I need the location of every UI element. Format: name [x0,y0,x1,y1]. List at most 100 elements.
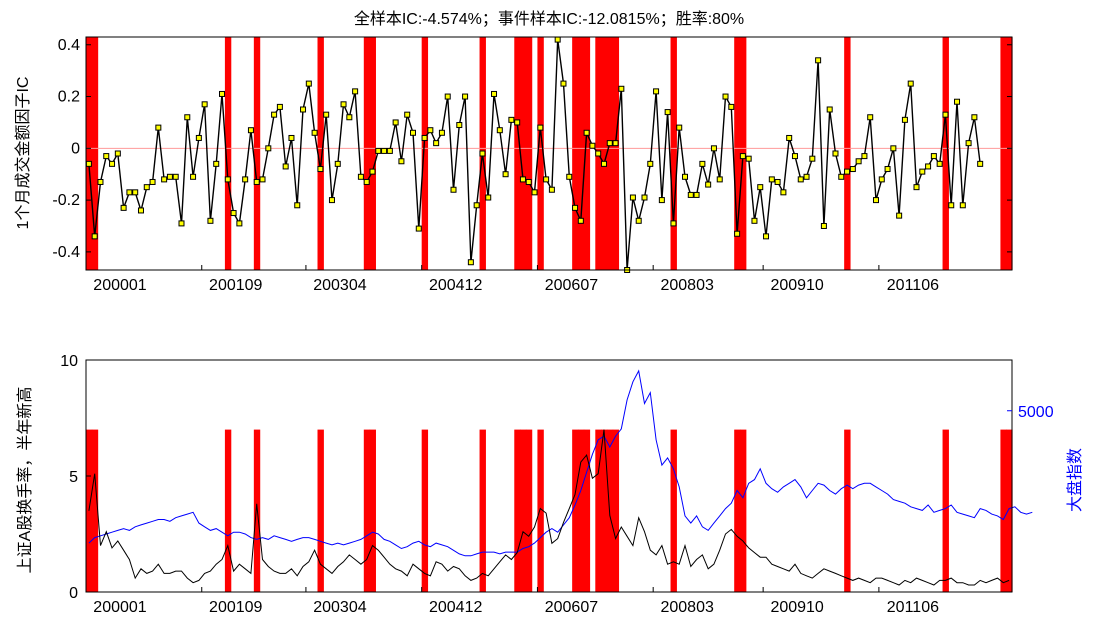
ic-point [716,176,723,183]
ic-point [942,111,949,118]
ic-point [427,127,434,134]
ic-point [334,160,341,167]
ic-point [375,147,382,154]
bottom-event-bar [520,429,527,592]
ic-point [143,184,150,191]
ic-point [867,114,874,121]
ic-point [965,140,972,147]
bottom-left-y-axis-label: 上证A股换手率，半年新高 [16,387,34,574]
ic-point [913,184,920,191]
ic-point [519,176,526,183]
ic-point [473,202,480,209]
ic-point [328,197,335,204]
bottom-left-y-tick-label: 10 [60,353,78,370]
ic-point [907,80,914,87]
ic-point [548,186,555,193]
ic-point [780,189,787,196]
ic-point [560,80,567,87]
ic-point [728,103,735,110]
bottom-event-bars [86,429,1013,592]
bottom-turnover-panel: 0 5 10 5000 200001 200109 200304 200412 200607… [16,353,1084,616]
bottom-x-tick-label: 200001 [93,599,146,616]
bottom-event-bar [224,429,232,592]
bottom-event-bar [606,429,614,592]
ic-point [219,90,226,97]
bottom-x-tick-label: 201106 [887,599,939,616]
top-x-tick-label: 200109 [209,277,262,294]
top-event-bar [421,37,429,270]
ic-point [381,147,388,154]
bottom-left-y-tick-label: 0 [69,585,78,602]
ic-point [178,220,185,227]
bottom-event-bar [1006,429,1013,592]
ic-point [155,124,162,131]
top-x-tick-label: 200412 [429,277,482,294]
ic-point [126,189,133,196]
ic-point [705,181,712,188]
ic-point [751,217,758,224]
ic-point [722,93,729,100]
bottom-event-bar [734,429,741,592]
ic-point [276,103,283,110]
bottom-x-tick-label: 200803 [660,599,713,616]
ic-point [525,178,532,185]
top-x-ticks: 200001 200109 200304 200412 200607 200803 2009… [85,265,939,294]
top-event-bar [734,37,741,270]
ic-point [340,101,347,108]
ic-point [872,197,879,204]
ic-point [404,111,411,118]
ic-point [670,220,677,227]
ic-point [184,114,191,121]
ic-point [861,153,868,160]
top-x-tick-label: 200607 [545,277,598,294]
bottom-right-y-tick-label: 5000 [1018,404,1054,421]
ic-point [832,150,839,157]
top-event-bar [86,37,93,270]
top-y-tick-label: 0.2 [58,89,80,106]
ic-point [676,124,683,131]
ic-point [415,225,422,232]
top-event-bar [844,37,851,270]
bottom-event-bar [363,429,371,592]
ic-point [201,101,208,108]
ic-point [398,158,405,165]
ic-point [485,194,492,201]
bottom-x-ticks: 200001 200109 200304 200412 200607 200803 2009… [85,587,939,616]
ic-point [763,233,770,240]
ic-point [919,168,926,175]
top-event-bar [317,37,324,270]
ic-point [444,93,451,100]
ic-point [305,80,312,87]
bottom-event-bar [844,429,851,592]
ic-point [543,176,550,183]
ic-point [392,119,399,126]
bottom-event-bar [942,429,949,592]
top-ic-panel: 0.4 0.2 0 -0.2 -0.4 200001 200109 200304 200412… [14,10,1013,294]
ic-point [409,129,416,136]
ic-point [583,129,590,136]
ic-point [878,176,885,183]
bottom-right-y-ticks: 5000 [1007,404,1054,421]
ic-point [786,134,793,141]
top-x-tick-label: 201106 [887,277,939,294]
bottom-event-bar [583,429,591,592]
bottom-x-tick-label: 200109 [209,599,262,616]
ic-point [577,217,584,224]
top-plot-area [86,37,1012,270]
bottom-event-bar [317,429,324,592]
ic-point [479,150,486,157]
bottom-left-y-ticks: 0 5 10 [60,353,91,602]
top-x-tick-label: 200910 [770,277,823,294]
ic-point [699,160,706,167]
ic-point [930,153,937,160]
bottom-left-y-tick-label: 5 [69,469,78,486]
ic-point [386,147,393,154]
ic-point [317,166,324,173]
top-event-bar [520,37,527,270]
ic-point [230,210,237,217]
ic-point [844,168,851,175]
ic-point [166,173,173,180]
bottom-event-bar [601,429,608,592]
ic-point [653,88,660,95]
ic-point [282,163,289,170]
